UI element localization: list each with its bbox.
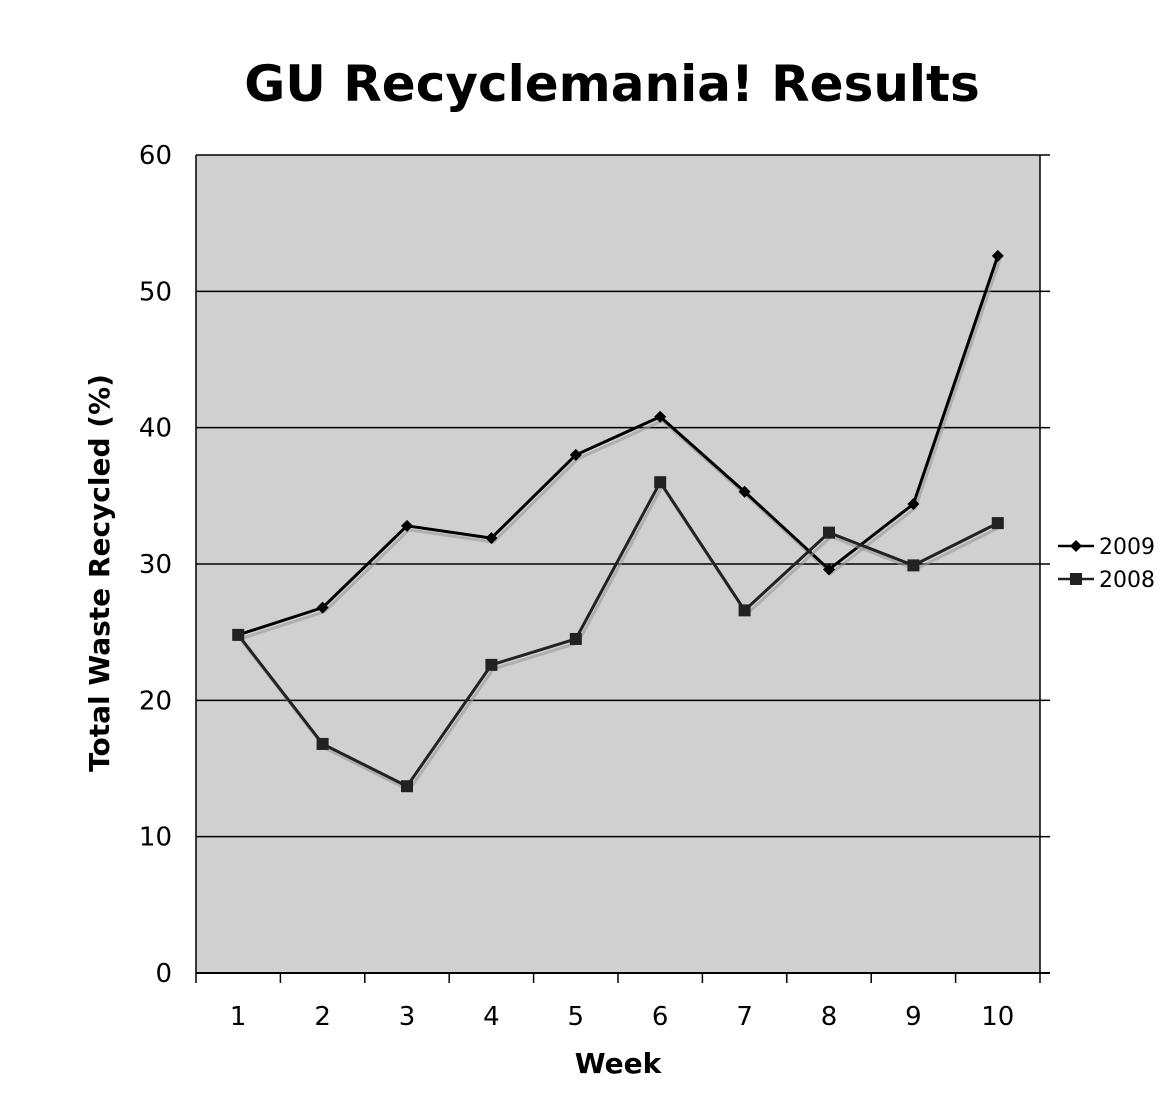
x-tick-label: 2 (314, 1002, 331, 1032)
x-tick-label: 3 (399, 1002, 416, 1032)
x-tick-label: 6 (652, 1002, 669, 1032)
chart-title: GU Recyclemania! Results (244, 55, 979, 113)
series-line-2009 (237, 255, 1000, 637)
legend-label-2008: 2008 (1099, 568, 1155, 593)
data-point-2008 (485, 658, 498, 671)
data-point-2008 (991, 517, 1004, 530)
series-line-2008 (237, 480, 999, 788)
data-point-2008 (232, 628, 245, 641)
data-point-2009 (401, 519, 413, 532)
data-point-2009 (485, 532, 498, 545)
series-shadow-2009 (239, 259, 1002, 641)
data-point-2009 (654, 410, 667, 423)
data-point-2008 (401, 780, 413, 793)
tick-labels: 0 10 20 30 40 50 60 1 2 3 4 5 6 7 8 9 10 (139, 141, 1014, 1032)
y-tick-label: 40 (139, 414, 172, 444)
y-tick-label: 20 (139, 686, 172, 716)
y-tick-label: 60 (139, 141, 172, 171)
series-lines (232, 249, 1004, 793)
x-tick-label: 10 (981, 1002, 1014, 1032)
series-shadow-2008 (239, 483, 1001, 793)
data-point-2009 (907, 498, 920, 511)
data-point-2009 (823, 563, 835, 576)
data-point-2009 (738, 485, 751, 498)
y-tick-label: 0 (155, 959, 172, 989)
legend-marker-2009 (1070, 540, 1082, 552)
x-tick-label: 4 (483, 1002, 500, 1032)
x-tick-label: 8 (821, 1002, 838, 1032)
legend-label-2009: 2009 (1099, 535, 1155, 560)
data-point-2008 (907, 559, 920, 572)
y-tick-label: 30 (139, 550, 172, 580)
data-point-2009 (316, 601, 329, 614)
axes (195, 154, 1050, 983)
data-point-2009 (569, 448, 582, 461)
data-point-2008 (654, 476, 667, 489)
y-tick-label: 10 (139, 823, 172, 853)
x-axis-label: Week (575, 1047, 663, 1080)
x-tick-label: 1 (230, 1002, 247, 1032)
y-axis-label: Total Waste Recycled (%) (83, 374, 116, 772)
x-tick-label: 9 (905, 1002, 922, 1032)
data-point-2008 (823, 526, 835, 539)
legend-marker-2008 (1070, 573, 1082, 585)
data-point-2008 (569, 632, 582, 645)
x-tick-label: 7 (736, 1002, 753, 1032)
x-tick-label: 5 (568, 1002, 585, 1032)
y-tick-label: 50 (139, 277, 172, 307)
data-point-2008 (316, 737, 329, 750)
legend: 2009 2008 (1058, 535, 1155, 593)
data-point-2009 (991, 249, 1004, 262)
data-point-2008 (738, 604, 751, 617)
